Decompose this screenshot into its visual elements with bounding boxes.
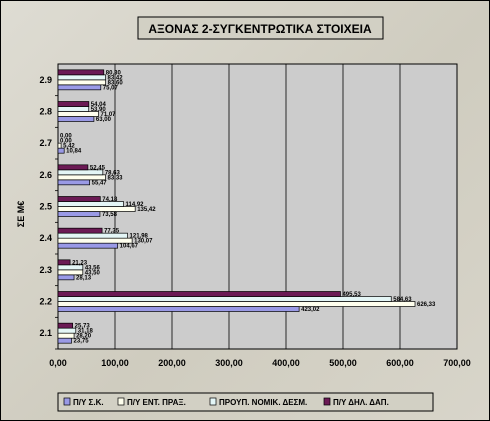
data-label: 23,75 — [74, 339, 90, 345]
x-tick-label: 600,00 — [386, 358, 414, 368]
x-tick-label: 200,00 — [158, 358, 186, 368]
legend-swatch — [63, 397, 71, 406]
y-axis-label: ΣΕ Μ€ — [16, 201, 26, 227]
data-label: 52,45 — [90, 165, 106, 171]
x-tick-label: 100,00 — [101, 358, 129, 368]
y-tick-label: 2.7 — [39, 138, 52, 148]
data-label: 423,02 — [301, 307, 320, 313]
bar — [57, 174, 106, 181]
data-label: 25,73 — [75, 324, 91, 330]
x-tick-label: 300,00 — [215, 358, 243, 368]
bar — [57, 269, 84, 276]
bar — [57, 116, 95, 122]
y-tick-label: 2.6 — [39, 170, 52, 180]
y-tick-label: 2.3 — [39, 265, 52, 275]
data-label: 10,84 — [66, 149, 82, 155]
y-tick-label: 2.4 — [39, 233, 52, 243]
x-tick-label: 500,00 — [329, 358, 357, 368]
data-label: 74,18 — [102, 197, 118, 203]
data-label: 78,63 — [105, 170, 121, 176]
legend-swatch — [117, 397, 125, 406]
bar — [57, 306, 300, 312]
legend-swatch — [209, 397, 217, 406]
bar — [57, 301, 416, 307]
bar — [57, 79, 107, 86]
bar — [57, 179, 90, 186]
legend-box — [57, 392, 434, 412]
data-label: 83,60 — [108, 80, 124, 86]
legend-entry: Π/Υ ΕΝΤ. ΠΡΑΞ. — [127, 398, 186, 407]
data-label: 114,92 — [126, 202, 145, 208]
data-label: 28,13 — [76, 275, 92, 281]
bar — [57, 327, 77, 334]
x-tick-label: 700,00 — [443, 358, 471, 368]
legend-swatch — [323, 397, 331, 406]
bar — [57, 242, 119, 249]
y-tick-label: 2.8 — [39, 107, 52, 117]
bar — [57, 196, 101, 202]
bar — [57, 337, 72, 344]
data-label: 83,33 — [107, 175, 123, 181]
data-label: 495,53 — [342, 292, 361, 298]
data-label: 104,67 — [120, 244, 139, 250]
data-label: 55,47 — [92, 180, 108, 186]
x-tick-label: 400,00 — [272, 358, 300, 368]
data-label: 80,30 — [106, 70, 122, 76]
data-label: 71,07 — [101, 112, 117, 118]
bar — [57, 259, 71, 266]
data-label: 0,00 — [60, 134, 72, 140]
legend: Π/Υ Σ.Κ. Π/Υ ΕΝΤ. ΠΡΑΞ. ΠΡΟΥΠ. ΝΟΜΙΚ. ΔΕΣΜ… — [57, 392, 434, 412]
data-label: 53,90 — [91, 107, 107, 113]
bar — [57, 296, 392, 302]
bar — [57, 206, 136, 212]
data-label: 0,00 — [60, 139, 72, 145]
data-label: 121,98 — [130, 234, 149, 240]
data-label: 54,04 — [91, 102, 107, 108]
data-label: 43,50 — [85, 270, 101, 276]
data-label: 584,63 — [393, 297, 412, 303]
bar — [57, 74, 106, 81]
data-label: 43,56 — [85, 265, 101, 271]
bar — [57, 101, 90, 107]
y-tick-label: 2.5 — [39, 202, 52, 212]
legend-entry: ΠΡΟΥΠ. ΝΟΜΙΚ. ΔΕΣΜ. — [219, 398, 307, 407]
bar — [57, 291, 341, 297]
data-label: 130,07 — [134, 239, 153, 245]
bar — [57, 164, 89, 171]
bar — [57, 332, 75, 339]
bar — [57, 211, 101, 217]
data-label: 75,07 — [103, 85, 119, 91]
chart-title-box: ΑΞΟΝΑΣ 2-ΣΥΓΚΕΝΤΡΩΤΙΚΑ ΣΤΟΙΧΕΙΑ — [137, 16, 384, 40]
y-tick-label: 2.9 — [39, 75, 52, 85]
bar — [57, 84, 102, 91]
bar — [57, 237, 133, 244]
y-tick-label: 2.1 — [39, 328, 52, 338]
data-label: 83,42 — [108, 75, 124, 81]
chart-title: ΑΞΟΝΑΣ 2-ΣΥΓΚΕΝΤΡΩΤΙΚΑ ΣΤΟΙΧΕΙΑ — [148, 22, 372, 36]
data-label: 626,33 — [417, 302, 436, 308]
legend-entry: Π/Υ Σ.Κ. — [73, 398, 104, 407]
bar — [57, 322, 74, 329]
bar — [57, 69, 105, 76]
legend-entry: Π/Υ ΔΗΛ. ΔΑΠ. — [333, 398, 389, 407]
y-tick-label: 2.2 — [39, 297, 52, 307]
data-label: 31,18 — [78, 329, 94, 335]
x-tick-label: 0,00 — [49, 358, 67, 368]
data-label: 73,58 — [102, 212, 118, 218]
bar — [57, 274, 75, 281]
data-label: 77,35 — [104, 229, 120, 235]
bar — [57, 142, 62, 149]
data-label: 5,42 — [63, 144, 75, 150]
data-label: 21,23 — [72, 260, 88, 266]
data-label: 135,42 — [137, 207, 156, 213]
bar — [57, 227, 103, 234]
data-label: 63,00 — [96, 117, 112, 123]
data-label: 28,20 — [76, 334, 92, 340]
bar — [57, 106, 90, 112]
